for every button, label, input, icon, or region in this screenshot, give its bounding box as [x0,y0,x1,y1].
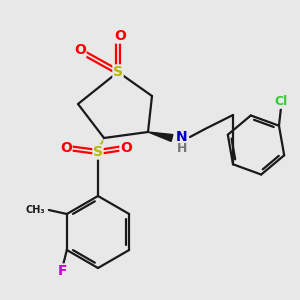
Text: O: O [120,141,132,155]
Text: CH₃: CH₃ [25,205,45,215]
Text: N: N [176,130,188,144]
Text: O: O [74,43,86,57]
Text: S: S [113,65,123,79]
Text: O: O [114,29,126,43]
Text: O: O [60,141,72,155]
Text: S: S [93,145,103,159]
Text: H: H [177,142,187,154]
Polygon shape [148,132,173,141]
Text: F: F [58,264,68,278]
Text: Cl: Cl [274,95,288,108]
